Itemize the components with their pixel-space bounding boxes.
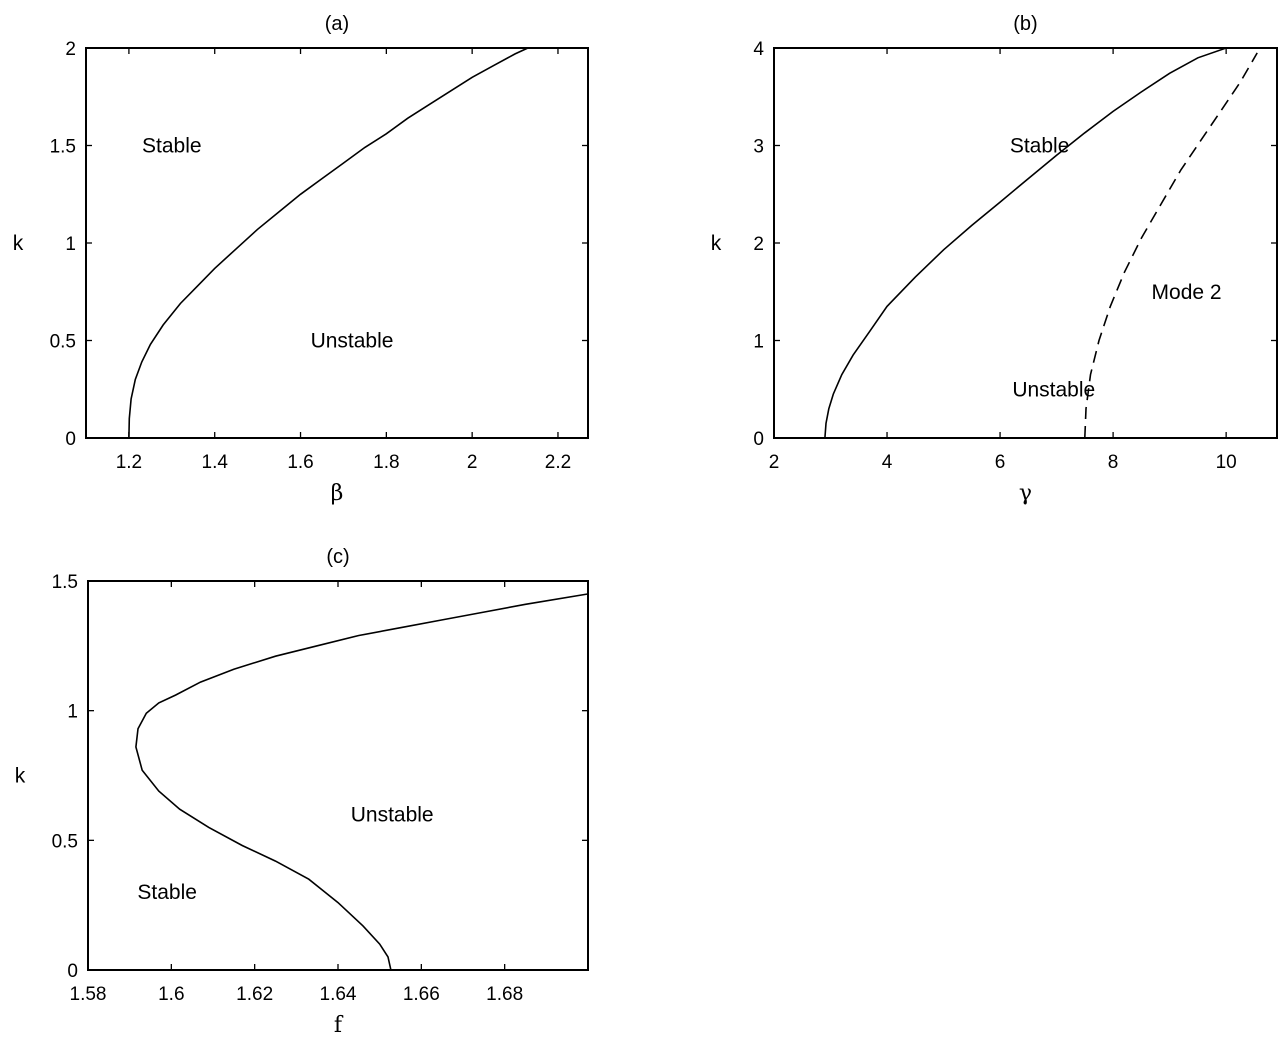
- x-tick-label: 2: [769, 452, 780, 473]
- panel-b: (b) 2 4 6 8 10 0 1 2 3 4 γ k Stable Unstable Mode 2: [711, 13, 1278, 506]
- y-tick-label: 1.5: [52, 572, 78, 593]
- x-tick-label: 2: [467, 452, 478, 473]
- x-tick-label: 1.62: [236, 984, 273, 1005]
- region-label-stable: Stable: [1010, 135, 1070, 158]
- x-tick-label: 1.4: [202, 452, 229, 473]
- panel-c: (c) 1.58 1.6 1.62 1.64 1.66 1.68 0 0.5 1 1.5 f k Unst…: [15, 546, 589, 1037]
- y-tick-label: 1: [67, 702, 78, 723]
- x-axis-label: f: [334, 1013, 344, 1037]
- y-tick-label: 2: [753, 234, 764, 255]
- plot-frame: [87, 580, 589, 971]
- x-tick-label: 8: [1108, 452, 1119, 473]
- x-axis-label: β: [331, 481, 344, 506]
- panel-c-title: (c): [326, 546, 349, 568]
- x-tick-label: 1.66: [403, 984, 440, 1005]
- y-axis-label: k: [15, 765, 26, 788]
- panel-a-title: (a): [325, 13, 349, 35]
- y-tick-label: 3: [753, 137, 764, 158]
- region-label-stable: Stable: [142, 135, 202, 158]
- y-tick-label: 0: [67, 961, 78, 982]
- region-label-unstable: Unstable: [351, 803, 434, 826]
- y-tick-label: 0.5: [50, 332, 76, 353]
- region-label-mode-2: Mode 2: [1152, 281, 1222, 304]
- mode2-boundary-curve: [1084, 52, 1258, 439]
- panel-a: (a) 1.2 1.4 1.6 1.8 2 2.2 0 0.5 1 1.5 2 β k Stable Unst…: [13, 13, 589, 506]
- x-tick-label: 2.2: [545, 452, 571, 473]
- x-tick-label: 10: [1216, 452, 1237, 473]
- y-axis-label: k: [13, 232, 24, 255]
- x-tick-label: 1.8: [373, 452, 399, 473]
- x-tick-label: 6: [995, 452, 1006, 473]
- region-label-unstable: Unstable: [311, 330, 394, 353]
- y-axis-label: k: [711, 232, 722, 255]
- y-tick-label: 0.5: [52, 831, 78, 852]
- y-tick-label: 4: [753, 39, 764, 60]
- x-tick-label: 1.64: [320, 984, 357, 1005]
- y-tick-label: 1.5: [50, 137, 76, 158]
- x-tick-label: 1.68: [486, 984, 523, 1005]
- plot-frame: [85, 47, 589, 439]
- region-label-stable: Stable: [137, 881, 197, 904]
- stability-boundary-curve: [135, 593, 588, 971]
- y-tick-label: 1: [753, 332, 764, 353]
- stability-boundary-curve: [824, 47, 1238, 439]
- y-tick-label: 0: [65, 429, 76, 450]
- x-tick-label: 1.2: [116, 452, 142, 473]
- y-tick-label: 1: [65, 234, 76, 255]
- y-tick-label: 0: [753, 429, 764, 450]
- x-tick-label: 1.6: [158, 984, 184, 1005]
- x-axis-label: γ: [1019, 481, 1032, 506]
- y-tick-label: 2: [65, 39, 76, 60]
- stability-boundary-curve: [128, 47, 529, 439]
- x-tick-label: 1.6: [287, 452, 313, 473]
- panel-b-title: (b): [1013, 13, 1037, 35]
- x-tick-label: 1.58: [70, 984, 107, 1005]
- region-label-unstable: Unstable: [1012, 378, 1095, 401]
- x-tick-label: 4: [882, 452, 893, 473]
